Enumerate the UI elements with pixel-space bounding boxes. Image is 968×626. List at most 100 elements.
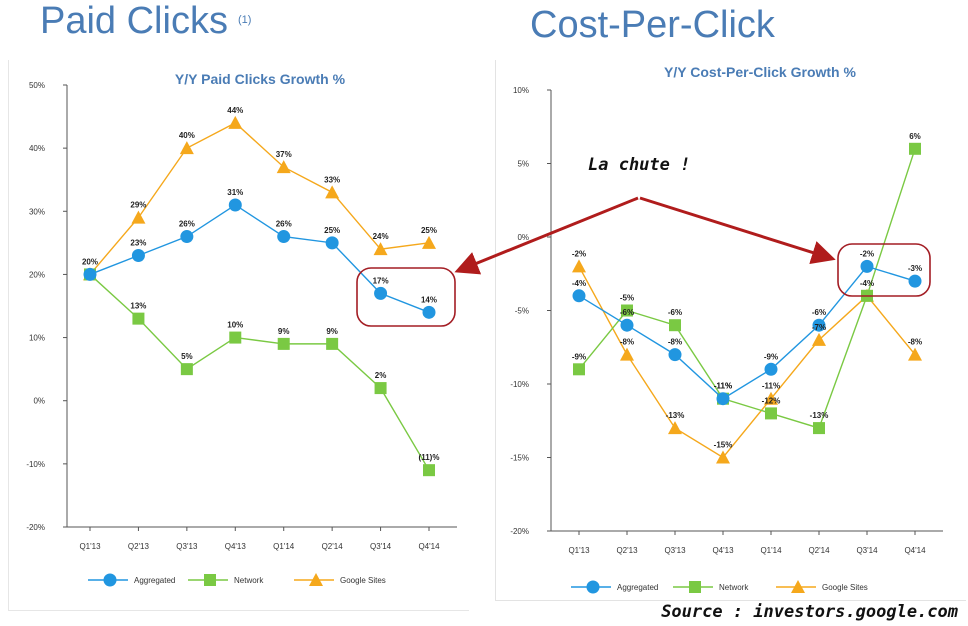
data-label: -6% xyxy=(668,308,682,317)
data-label: 6% xyxy=(909,132,921,141)
data-point-google-sites xyxy=(620,347,634,361)
data-label: 29% xyxy=(130,201,146,210)
chart-paid-clicks: Y/Y Paid Clicks Growth % 50% 40% 30% 20% 10% 0… xyxy=(26,71,457,587)
legend-marker xyxy=(586,580,600,594)
data-label: -2% xyxy=(572,249,586,258)
data-point-aggregated xyxy=(764,362,778,376)
x-tick-label: Q2'13 xyxy=(616,546,638,555)
x-tick-label: Q3'14 xyxy=(370,542,392,551)
data-point-network xyxy=(669,319,681,332)
data-label: 2% xyxy=(375,371,387,380)
data-label: 17% xyxy=(373,276,389,285)
legend-label: Network xyxy=(234,576,264,585)
cost-per-click-heading: Cost-Per-Click xyxy=(530,4,775,46)
legend-label: Network xyxy=(719,583,749,592)
y-tick-label: 5% xyxy=(517,160,529,169)
y-tick-label: -15% xyxy=(510,454,529,463)
paid-clicks-panel xyxy=(8,60,469,611)
x-tick-label: Q2'14 xyxy=(322,542,344,551)
data-point-google-sites xyxy=(325,185,340,199)
y-tick-label: -20% xyxy=(26,523,45,532)
data-label: -6% xyxy=(812,308,826,317)
data-label: 14% xyxy=(421,295,437,304)
data-label: -2% xyxy=(860,249,874,258)
data-point-aggregated xyxy=(83,267,97,281)
y-tick-label: -10% xyxy=(26,460,45,469)
data-label: 26% xyxy=(276,220,292,229)
data-point-network xyxy=(765,407,777,420)
data-point-aggregated xyxy=(374,286,388,300)
legend-marker xyxy=(103,573,117,587)
data-label: 13% xyxy=(130,302,146,311)
y-tick-label: 0% xyxy=(33,397,45,406)
data-label: -13% xyxy=(666,411,685,420)
data-label: 24% xyxy=(373,232,389,241)
data-label: 26% xyxy=(179,220,195,229)
data-point-google-sites xyxy=(228,115,243,129)
y-tick-label: -20% xyxy=(510,527,529,536)
data-label: 25% xyxy=(421,226,437,235)
arrow-to-paid-clicks xyxy=(454,196,639,275)
data-label: -3% xyxy=(908,264,922,273)
data-point-network xyxy=(813,422,825,435)
y-tick-label: 10% xyxy=(29,334,45,343)
data-label: 20% xyxy=(82,257,98,266)
x-tick-label: Q1'13 xyxy=(568,546,590,555)
data-point-aggregated xyxy=(668,348,682,362)
data-label: 33% xyxy=(324,175,340,184)
data-point-network xyxy=(326,337,339,350)
data-point-google-sites xyxy=(572,259,586,273)
data-point-aggregated xyxy=(131,248,145,262)
footnote-marker: (1) xyxy=(237,14,252,26)
data-point-aggregated xyxy=(277,230,291,244)
series-line-aggregated xyxy=(578,265,916,400)
data-point-google-sites xyxy=(764,391,778,405)
data-point-google-sites xyxy=(373,242,388,256)
legend-marker xyxy=(204,574,216,586)
x-tick-label: Q2'14 xyxy=(808,546,830,555)
data-label: -6% xyxy=(620,308,634,317)
legend-marker xyxy=(309,573,323,586)
x-tick-label: Q3'14 xyxy=(856,546,878,555)
data-point-aggregated xyxy=(422,305,436,319)
paid-clicks-heading: Paid Clicks (1) xyxy=(40,0,252,42)
data-point-aggregated xyxy=(908,274,922,288)
data-label: 23% xyxy=(130,238,146,247)
data-point-network xyxy=(277,337,290,350)
data-label: 5% xyxy=(181,352,193,361)
data-point-network xyxy=(229,331,242,344)
data-label: (11)% xyxy=(419,453,440,462)
data-point-aggregated xyxy=(180,230,194,244)
data-label: -7% xyxy=(812,323,826,332)
data-label: 44% xyxy=(227,106,243,115)
data-label: -8% xyxy=(908,338,922,347)
data-label: -12% xyxy=(762,396,781,405)
highlight-box xyxy=(356,267,456,327)
legend-label: Google Sites xyxy=(340,576,386,585)
y-tick-label: 40% xyxy=(29,144,45,153)
data-point-google-sites xyxy=(908,347,922,361)
series-line-network xyxy=(578,148,916,429)
data-label: -11% xyxy=(714,382,732,391)
data-label: -15% xyxy=(714,441,733,450)
legend-label: Google Sites xyxy=(822,583,868,592)
x-tick-label: Q3'13 xyxy=(664,546,686,555)
y-tick-label: 20% xyxy=(29,270,45,279)
data-point-network xyxy=(909,142,921,155)
data-label: 25% xyxy=(324,226,340,235)
y-tick-label: 10% xyxy=(513,86,529,95)
data-point-google-sites xyxy=(668,421,682,435)
data-label: -9% xyxy=(764,352,778,361)
legend-label: Aggregated xyxy=(617,583,658,592)
legend-label: Aggregated xyxy=(134,576,175,585)
data-label: -11% xyxy=(714,382,732,391)
data-label: 37% xyxy=(276,150,292,159)
series-line-network xyxy=(89,273,430,471)
x-tick-label: Q1'14 xyxy=(760,546,782,555)
chart-title: Y/Y Cost-Per-Click Growth % xyxy=(664,64,856,80)
data-point-network xyxy=(423,464,435,477)
x-tick-label: Q4'13 xyxy=(225,542,247,551)
data-point-google-sites xyxy=(716,450,730,464)
data-label: -13% xyxy=(810,411,829,420)
